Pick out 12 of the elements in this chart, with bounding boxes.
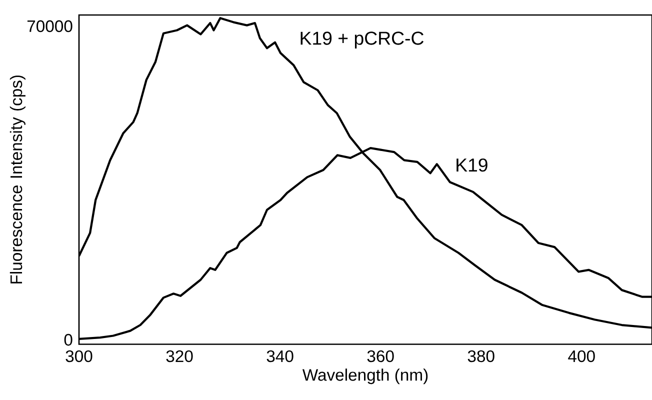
series-label: K19 + pCRC-C xyxy=(300,32,424,49)
series-label: K19 xyxy=(456,158,488,172)
x-tick-label: 300 xyxy=(66,350,92,362)
x-axis-title: Wavelength (nm) xyxy=(302,368,428,384)
y-axis-title: Fluorescence Intensity (cps) xyxy=(10,76,26,284)
x-tick-label: 340 xyxy=(266,350,294,362)
y-tick-label: 0 xyxy=(64,334,72,346)
x-tick-label: 360 xyxy=(367,350,394,362)
x-tick-label: 320 xyxy=(166,350,193,362)
x-tick-label: 400 xyxy=(568,350,595,362)
x-tick-label: 380 xyxy=(468,350,494,362)
y-tick-label: 70000 xyxy=(27,20,72,32)
